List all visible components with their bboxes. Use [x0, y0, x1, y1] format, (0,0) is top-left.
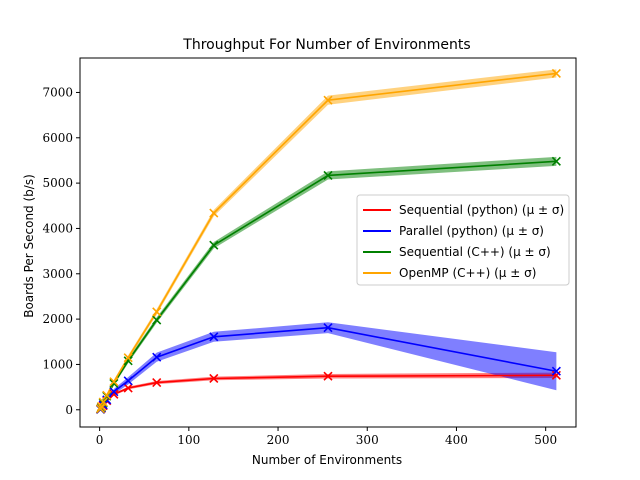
data-point [152, 378, 162, 388]
data-point [551, 68, 561, 78]
data-point [323, 323, 333, 333]
std-band-0 [100, 372, 557, 410]
data-point [98, 397, 108, 407]
data-point [323, 95, 333, 105]
data-point [109, 377, 119, 387]
chart-title: Throughput For Number of Environments [182, 37, 470, 53]
y-tick-label: 6000 [42, 131, 73, 145]
data-point [123, 376, 133, 386]
data-point [109, 389, 119, 399]
legend-entry-1: Parallel (python) (μ ± σ) [399, 224, 544, 238]
x-tick-label: 500 [534, 433, 557, 447]
x-tick-label: 0 [96, 433, 104, 447]
x-axis-ticks: 0 100 200 300 400 500 [96, 427, 557, 447]
x-axis-label: Number of Environments [252, 453, 402, 467]
data-point [209, 240, 219, 250]
y-tick-label: 4000 [42, 221, 73, 235]
series-markers [95, 68, 561, 414]
data-point [323, 170, 333, 180]
legend-box [356, 194, 570, 286]
legend-entry-3: OpenMP (C++) (μ ± σ) [399, 266, 536, 280]
x-tick-label: 300 [356, 433, 379, 447]
x-tick-label: 100 [177, 433, 200, 447]
data-point [209, 373, 219, 384]
data-point [102, 390, 112, 400]
x-tick-label: 400 [445, 433, 468, 447]
plot-frame [79, 57, 577, 428]
y-tick-label: 7000 [42, 85, 73, 99]
legend: Sequential (python) (μ ± σ) Parallel (pyt… [356, 194, 570, 286]
y-tick-label: 1000 [42, 357, 73, 371]
std-band-1 [100, 322, 557, 410]
y-tick-label: 3000 [42, 267, 73, 281]
x-tick-label: 200 [267, 433, 290, 447]
legend-entry-2: Sequential (C++) (μ ± σ) [399, 245, 551, 259]
data-point [152, 315, 162, 325]
data-point [551, 370, 561, 380]
data-point [551, 156, 561, 166]
data-point [109, 378, 119, 389]
data-point [109, 387, 119, 397]
data-point [551, 366, 561, 376]
y-tick-label: 2000 [42, 312, 73, 326]
data-point [123, 383, 133, 393]
data-point [152, 352, 162, 362]
data-point [209, 208, 219, 218]
y-axis-label: Boards Per Second (b/s) [22, 174, 36, 318]
y-tick-label: 5000 [42, 176, 73, 190]
y-tick-label: 0 [65, 403, 73, 417]
data-point [123, 353, 133, 363]
legend-entry-0: Sequential (python) (μ ± σ) [399, 203, 564, 217]
data-point [152, 307, 162, 317]
y-axis-ticks: 0 1000 2000 3000 4000 5000 6000 7000 [42, 85, 80, 417]
data-point [95, 404, 106, 414]
data-point [123, 356, 133, 366]
data-point [209, 332, 219, 342]
data-point [323, 371, 333, 381]
